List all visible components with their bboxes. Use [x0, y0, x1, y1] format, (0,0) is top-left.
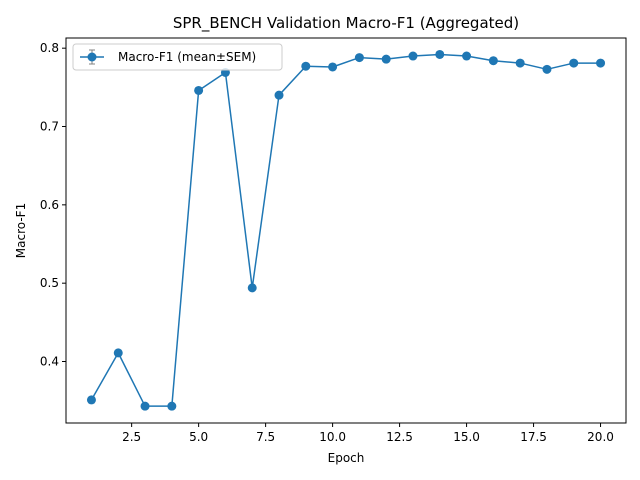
x-tick-label: 2.5	[122, 430, 141, 444]
y-tick-label: 0.5	[40, 276, 59, 290]
data-point	[86, 395, 96, 405]
data-point	[167, 401, 177, 411]
legend-marker-sample	[87, 52, 97, 62]
plot-frame	[65, 37, 627, 424]
x-axis-label: Epoch	[328, 451, 365, 465]
data-point	[408, 51, 418, 61]
data-point	[515, 58, 525, 68]
y-axis-ticks: 0.4 0.5 0.6 0.7 0.8	[40, 41, 66, 369]
data-point	[462, 51, 472, 61]
data-point	[140, 401, 150, 411]
data-point	[301, 61, 311, 71]
x-tick-label: 15.0	[453, 430, 480, 444]
data-point	[542, 64, 552, 74]
data-point	[247, 283, 257, 293]
data-point	[274, 90, 284, 100]
data-point	[113, 348, 123, 358]
y-tick-label: 0.6	[40, 198, 59, 212]
x-tick-label: 20.0	[587, 430, 614, 444]
y-axis-label: Macro-F1	[14, 203, 28, 258]
data-point	[381, 54, 391, 64]
legend-box	[72, 43, 283, 71]
data-point	[569, 58, 579, 68]
data-point	[488, 56, 498, 66]
data-point	[596, 58, 606, 68]
x-tick-label: 17.5	[520, 430, 547, 444]
x-tick-label: 5.0	[189, 430, 208, 444]
data-point	[435, 49, 445, 59]
x-tick-label: 7.5	[256, 430, 275, 444]
series-layer	[86, 49, 606, 411]
data-point	[194, 85, 204, 95]
x-tick-label: 10.0	[319, 430, 346, 444]
data-point	[328, 62, 338, 72]
y-tick-label: 0.4	[40, 355, 59, 369]
legend: Macro-F1 (mean±SEM)	[72, 43, 283, 71]
x-axis-ticks: 2.5 5.0 7.5 10.0 12.5 15.0 17.5 20.0	[122, 423, 614, 444]
x-tick-label: 12.5	[386, 430, 413, 444]
legend-label: Macro-F1 (mean±SEM)	[118, 50, 256, 64]
y-tick-label: 0.8	[40, 41, 59, 55]
chart-title: SPR_BENCH Validation Macro-F1 (Aggregate…	[173, 14, 519, 33]
data-point	[354, 53, 364, 63]
y-tick-label: 0.7	[40, 120, 59, 134]
